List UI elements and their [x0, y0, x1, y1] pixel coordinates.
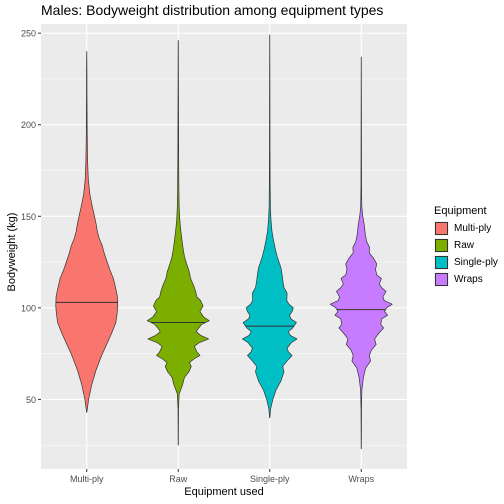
violins	[55, 34, 393, 450]
y-axis: 50 100 150 200 250	[21, 29, 41, 405]
legend-label: Single-ply	[454, 257, 498, 268]
legend-swatch	[435, 273, 448, 286]
legend: Equipment Multi-ply Raw Single-ply Wraps	[434, 205, 498, 288]
y-tick-label: 50	[26, 395, 36, 405]
legend-label: Multi-ply	[454, 223, 492, 234]
legend-item: Multi-ply	[434, 220, 498, 237]
violin-raw	[146, 40, 210, 446]
y-axis-label: Bodyweight (kg)	[6, 212, 18, 292]
y-tick-label: 250	[21, 29, 36, 39]
legend-key	[434, 238, 449, 253]
legend-key	[434, 221, 449, 236]
legend-swatch	[435, 222, 448, 235]
x-axis: Multi-ply Raw Single-ply Wraps	[70, 469, 375, 484]
legend-swatch	[435, 256, 448, 269]
legend-label: Raw	[454, 240, 475, 251]
legend-swatch	[435, 239, 448, 252]
x-tick-label: Wraps	[348, 474, 374, 484]
x-tick-label: Single-ply	[250, 474, 290, 484]
legend-title: Equipment	[434, 205, 487, 217]
violin-wraps	[329, 56, 393, 450]
y-tick-label: 200	[21, 120, 36, 130]
legend-key	[434, 272, 449, 287]
violin-multi-ply	[55, 51, 119, 413]
x-axis-label: Equipment used	[184, 486, 264, 498]
legend-key	[434, 255, 449, 270]
legend-item: Wraps	[434, 271, 498, 288]
violin-single-ply	[242, 34, 298, 419]
legend-item: Raw	[434, 237, 498, 254]
chart-title: Males: Bodyweight distribution among equ…	[41, 2, 384, 18]
x-tick-label: Multi-ply	[70, 474, 104, 484]
y-tick-label: 100	[21, 303, 36, 313]
y-tick-label: 150	[21, 212, 36, 222]
x-tick-label: Raw	[169, 474, 188, 484]
legend-item: Single-ply	[434, 254, 498, 271]
legend-label: Wraps	[454, 274, 483, 285]
